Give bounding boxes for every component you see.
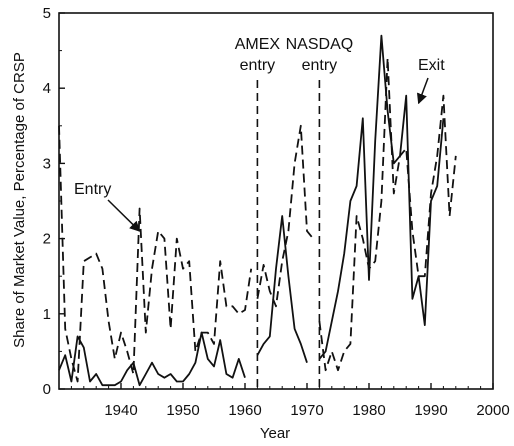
- x-tick-label: 2000: [476, 402, 509, 419]
- series-layer: [58, 34, 457, 387]
- x-tick-label: 1980: [352, 402, 385, 419]
- reference-lines: AMEX entry NASDAQ entry: [235, 36, 353, 389]
- annotation-arrow: [107, 199, 141, 232]
- x-tick-label: 1990: [414, 402, 447, 419]
- dashed-series-line: [256, 124, 314, 308]
- dashed-series-line: [58, 125, 253, 383]
- x-axis-title: Year: [260, 425, 290, 442]
- y-tick-label: 5: [43, 5, 51, 22]
- solid-series-line: [256, 215, 308, 363]
- y-axis-title: Share of Market Value, Percentage of CRS…: [11, 52, 28, 348]
- y-tick-label: 3: [43, 155, 51, 172]
- reference-line-label: NASDAQ: [286, 36, 354, 53]
- x-axis-ticks: 1940 1950 1960 1970 1980 1990 2000: [70, 383, 510, 419]
- solid-series-line: [58, 331, 246, 387]
- y-axis-ticks: 0 1 2 3 4 5: [43, 5, 65, 398]
- y-tick-label: 0: [43, 381, 51, 398]
- annotation-label: Exit: [418, 57, 445, 74]
- y-tick-label: 4: [43, 80, 51, 97]
- reference-line-label: entry: [302, 57, 338, 74]
- y-tick-label: 1: [43, 306, 51, 323]
- y-tick-label: 2: [43, 231, 51, 248]
- dashed-series-line: [318, 57, 457, 372]
- x-tick-label: 1970: [290, 402, 323, 419]
- x-tick-label: 1940: [104, 402, 137, 419]
- x-tick-label: 1960: [228, 402, 261, 419]
- annotation-arrow: [416, 77, 429, 105]
- reference-line-label: AMEX: [235, 36, 281, 53]
- annotations: Entry Exit: [74, 57, 445, 232]
- annotation-label: Entry: [74, 181, 111, 198]
- reference-line-label: entry: [240, 57, 276, 74]
- solid-series-line: [318, 34, 445, 360]
- x-tick-label: 1950: [166, 402, 199, 419]
